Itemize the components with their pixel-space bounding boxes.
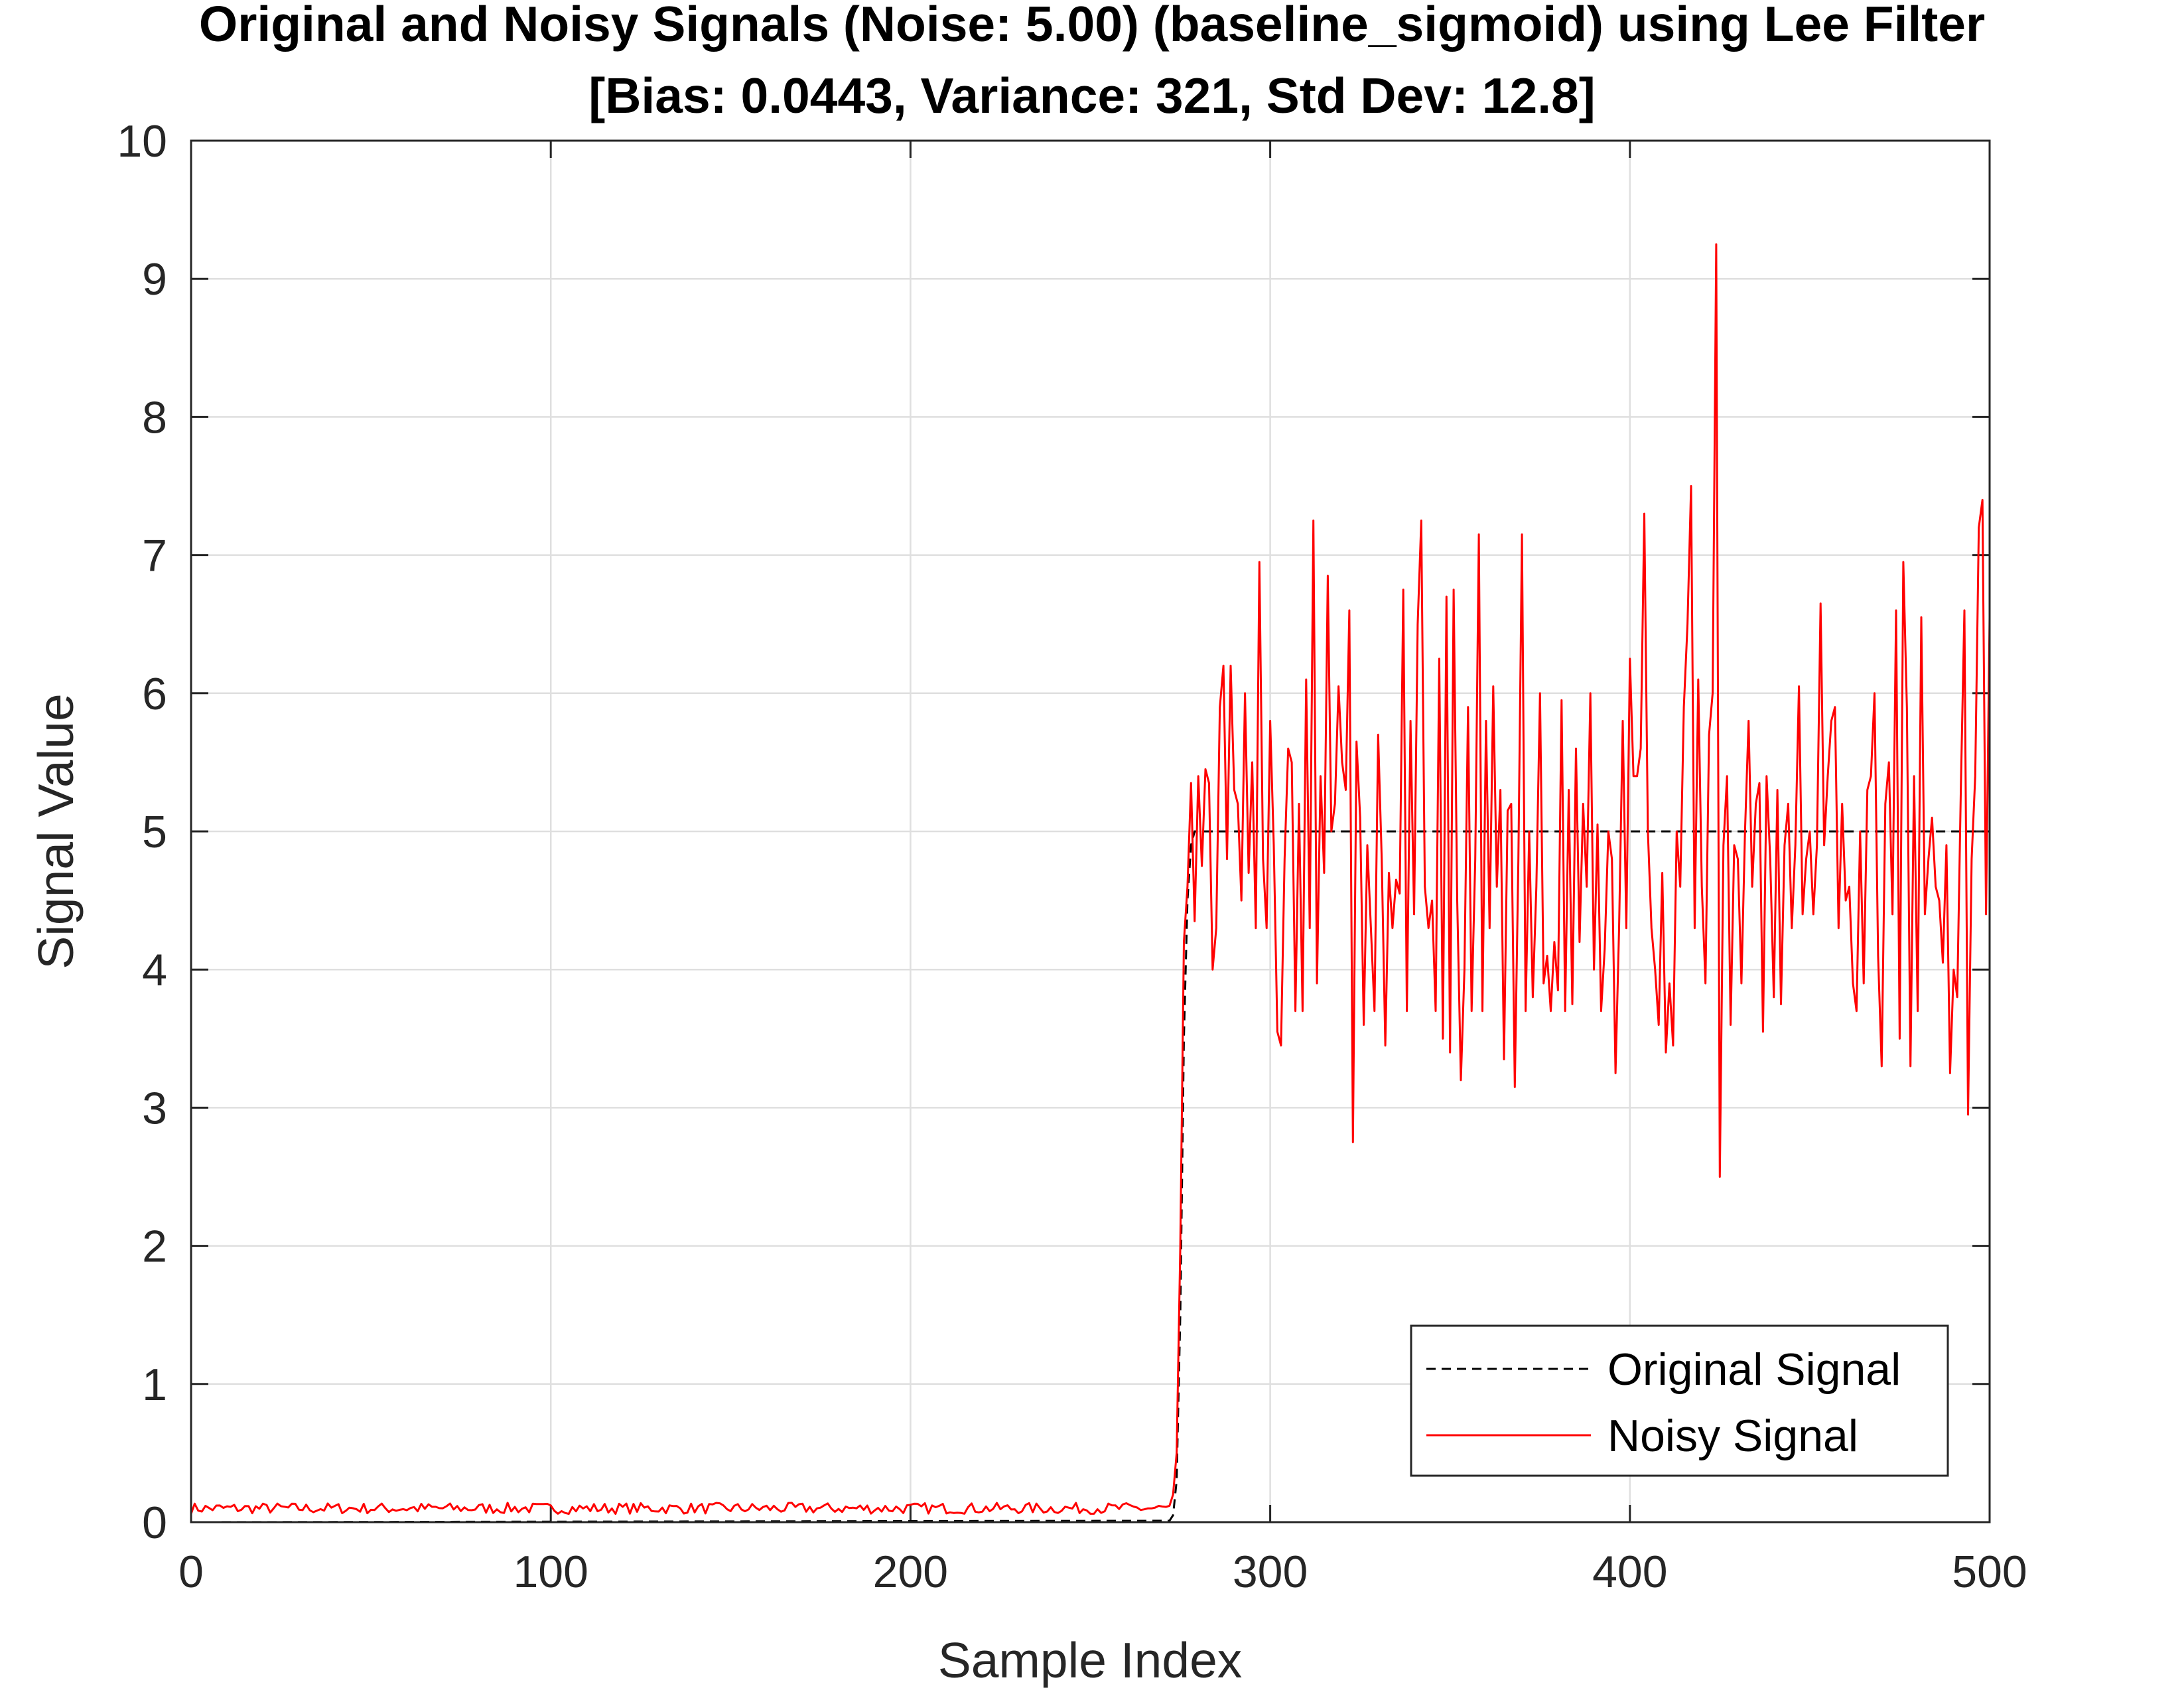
x-tick-label: 400 [1592, 1547, 1667, 1597]
y-tick-label: 10 [117, 116, 167, 167]
series-line-original [190, 830, 1990, 1523]
x-axis-ticks: 0 100 200 300 400 500 [178, 141, 2027, 1597]
grid [191, 141, 1990, 1522]
legend-box [1410, 1324, 1949, 1477]
y-axis-label: Signal Value [28, 693, 84, 969]
x-tick-label: 0 [178, 1547, 204, 1597]
legend: Original Signal Noisy Signal [1410, 1324, 1949, 1477]
y-axis-ticks: 0 1 2 3 4 5 6 7 8 9 10 [117, 116, 1990, 1548]
y-tick-label: 1 [142, 1360, 167, 1410]
y-tick-label: 2 [142, 1222, 167, 1272]
y-tick-label: 0 [142, 1498, 167, 1548]
y-tick-label: 6 [142, 669, 167, 719]
series-line-noisy [190, 243, 1991, 1515]
chart-title: Original and Noisy Signals (Noise: 5.00)… [199, 0, 1985, 52]
x-tick-label: 100 [513, 1547, 588, 1597]
x-axis-label: Sample Index [938, 1632, 1243, 1688]
y-tick-label: 4 [142, 945, 167, 995]
y-tick-label: 5 [142, 807, 167, 857]
x-tick-label: 200 [873, 1547, 948, 1597]
legend-label-original: Original Signal [1607, 1344, 1901, 1395]
legend-label-noisy: Noisy Signal [1607, 1411, 1858, 1461]
chart-subtitle: [Bias: 0.0443, Variance: 321, Std Dev: 1… [588, 68, 1595, 123]
series-layer [190, 243, 1991, 1523]
axes-frame [190, 139, 1991, 1523]
y-tick-label: 8 [142, 392, 167, 443]
y-tick-label: 3 [142, 1083, 167, 1133]
y-tick-label: 7 [142, 531, 167, 581]
x-tick-label: 500 [1952, 1547, 2027, 1597]
x-tick-label: 300 [1233, 1547, 1308, 1597]
y-tick-label: 9 [142, 254, 167, 305]
